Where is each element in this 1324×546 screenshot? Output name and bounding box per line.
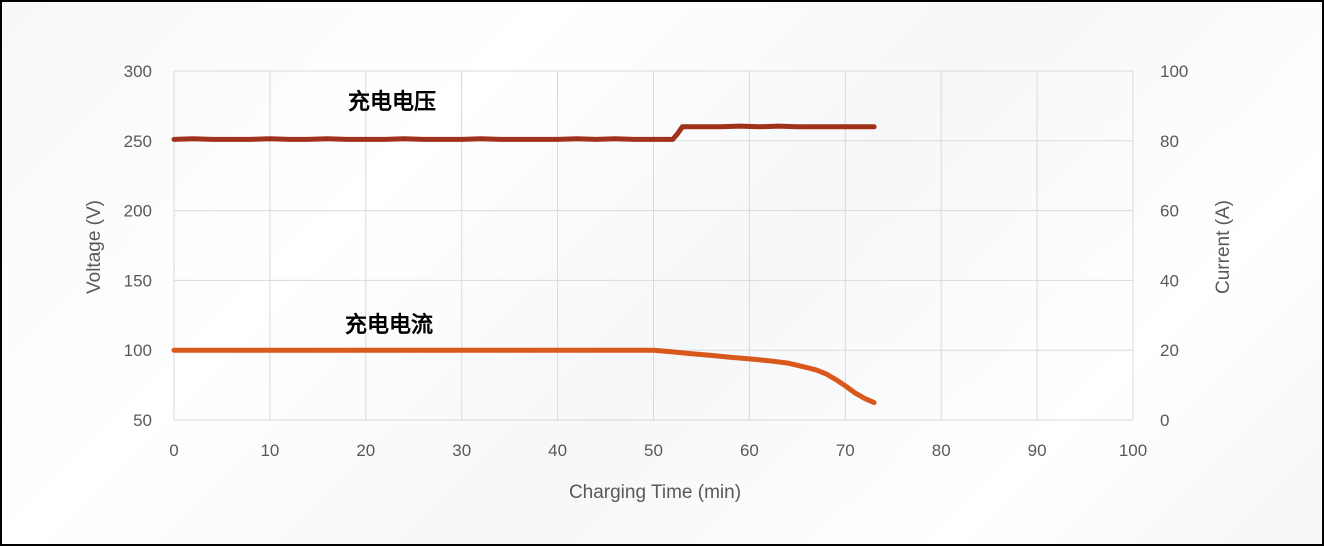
x-tick-label: 70 (836, 441, 855, 460)
current-series-label: 充电电流 (345, 312, 433, 338)
x-tick-label: 90 (1028, 441, 1047, 460)
right-axis-title: Current (A) (1213, 200, 1234, 294)
voltage-series-line (171, 123, 877, 142)
x-tick-label: 60 (740, 441, 759, 460)
right-tick-label: 60 (1160, 202, 1179, 221)
left-axis-ticks: 50 100 150 200 250 300 (124, 62, 152, 430)
x-tick-label: 10 (260, 441, 279, 460)
x-tick-label: 80 (932, 441, 951, 460)
x-tick-label: 30 (452, 441, 471, 460)
x-tick-label: 40 (548, 441, 567, 460)
left-tick-label: 100 (124, 341, 152, 360)
left-axis-title: Voltage (V) (84, 200, 105, 294)
x-tick-label: 100 (1119, 441, 1147, 460)
left-tick-label: 50 (133, 411, 152, 430)
x-tick-label: 50 (644, 441, 663, 460)
right-axis-ticks: 0 20 40 60 80 100 (1160, 62, 1188, 430)
right-tick-label: 100 (1160, 62, 1188, 81)
right-tick-label: 0 (1160, 411, 1169, 430)
x-tick-label: 0 (169, 441, 178, 460)
left-tick-label: 250 (124, 132, 152, 151)
right-tick-label: 20 (1160, 341, 1179, 360)
series-lines (171, 123, 877, 406)
current-series-line (171, 347, 877, 406)
right-tick-label: 40 (1160, 271, 1179, 290)
gridlines (173, 70, 1134, 421)
x-axis-ticks: 0 10 20 30 40 50 60 70 80 90 100 (169, 441, 1147, 460)
x-axis-title: Charging Time (min) (569, 482, 741, 503)
right-tick-label: 80 (1160, 132, 1179, 151)
voltage-series-label: 充电电压 (348, 89, 436, 115)
left-tick-label: 200 (124, 202, 152, 221)
left-tick-label: 300 (124, 62, 152, 81)
left-tick-label: 150 (124, 271, 152, 290)
x-tick-label: 20 (356, 441, 375, 460)
